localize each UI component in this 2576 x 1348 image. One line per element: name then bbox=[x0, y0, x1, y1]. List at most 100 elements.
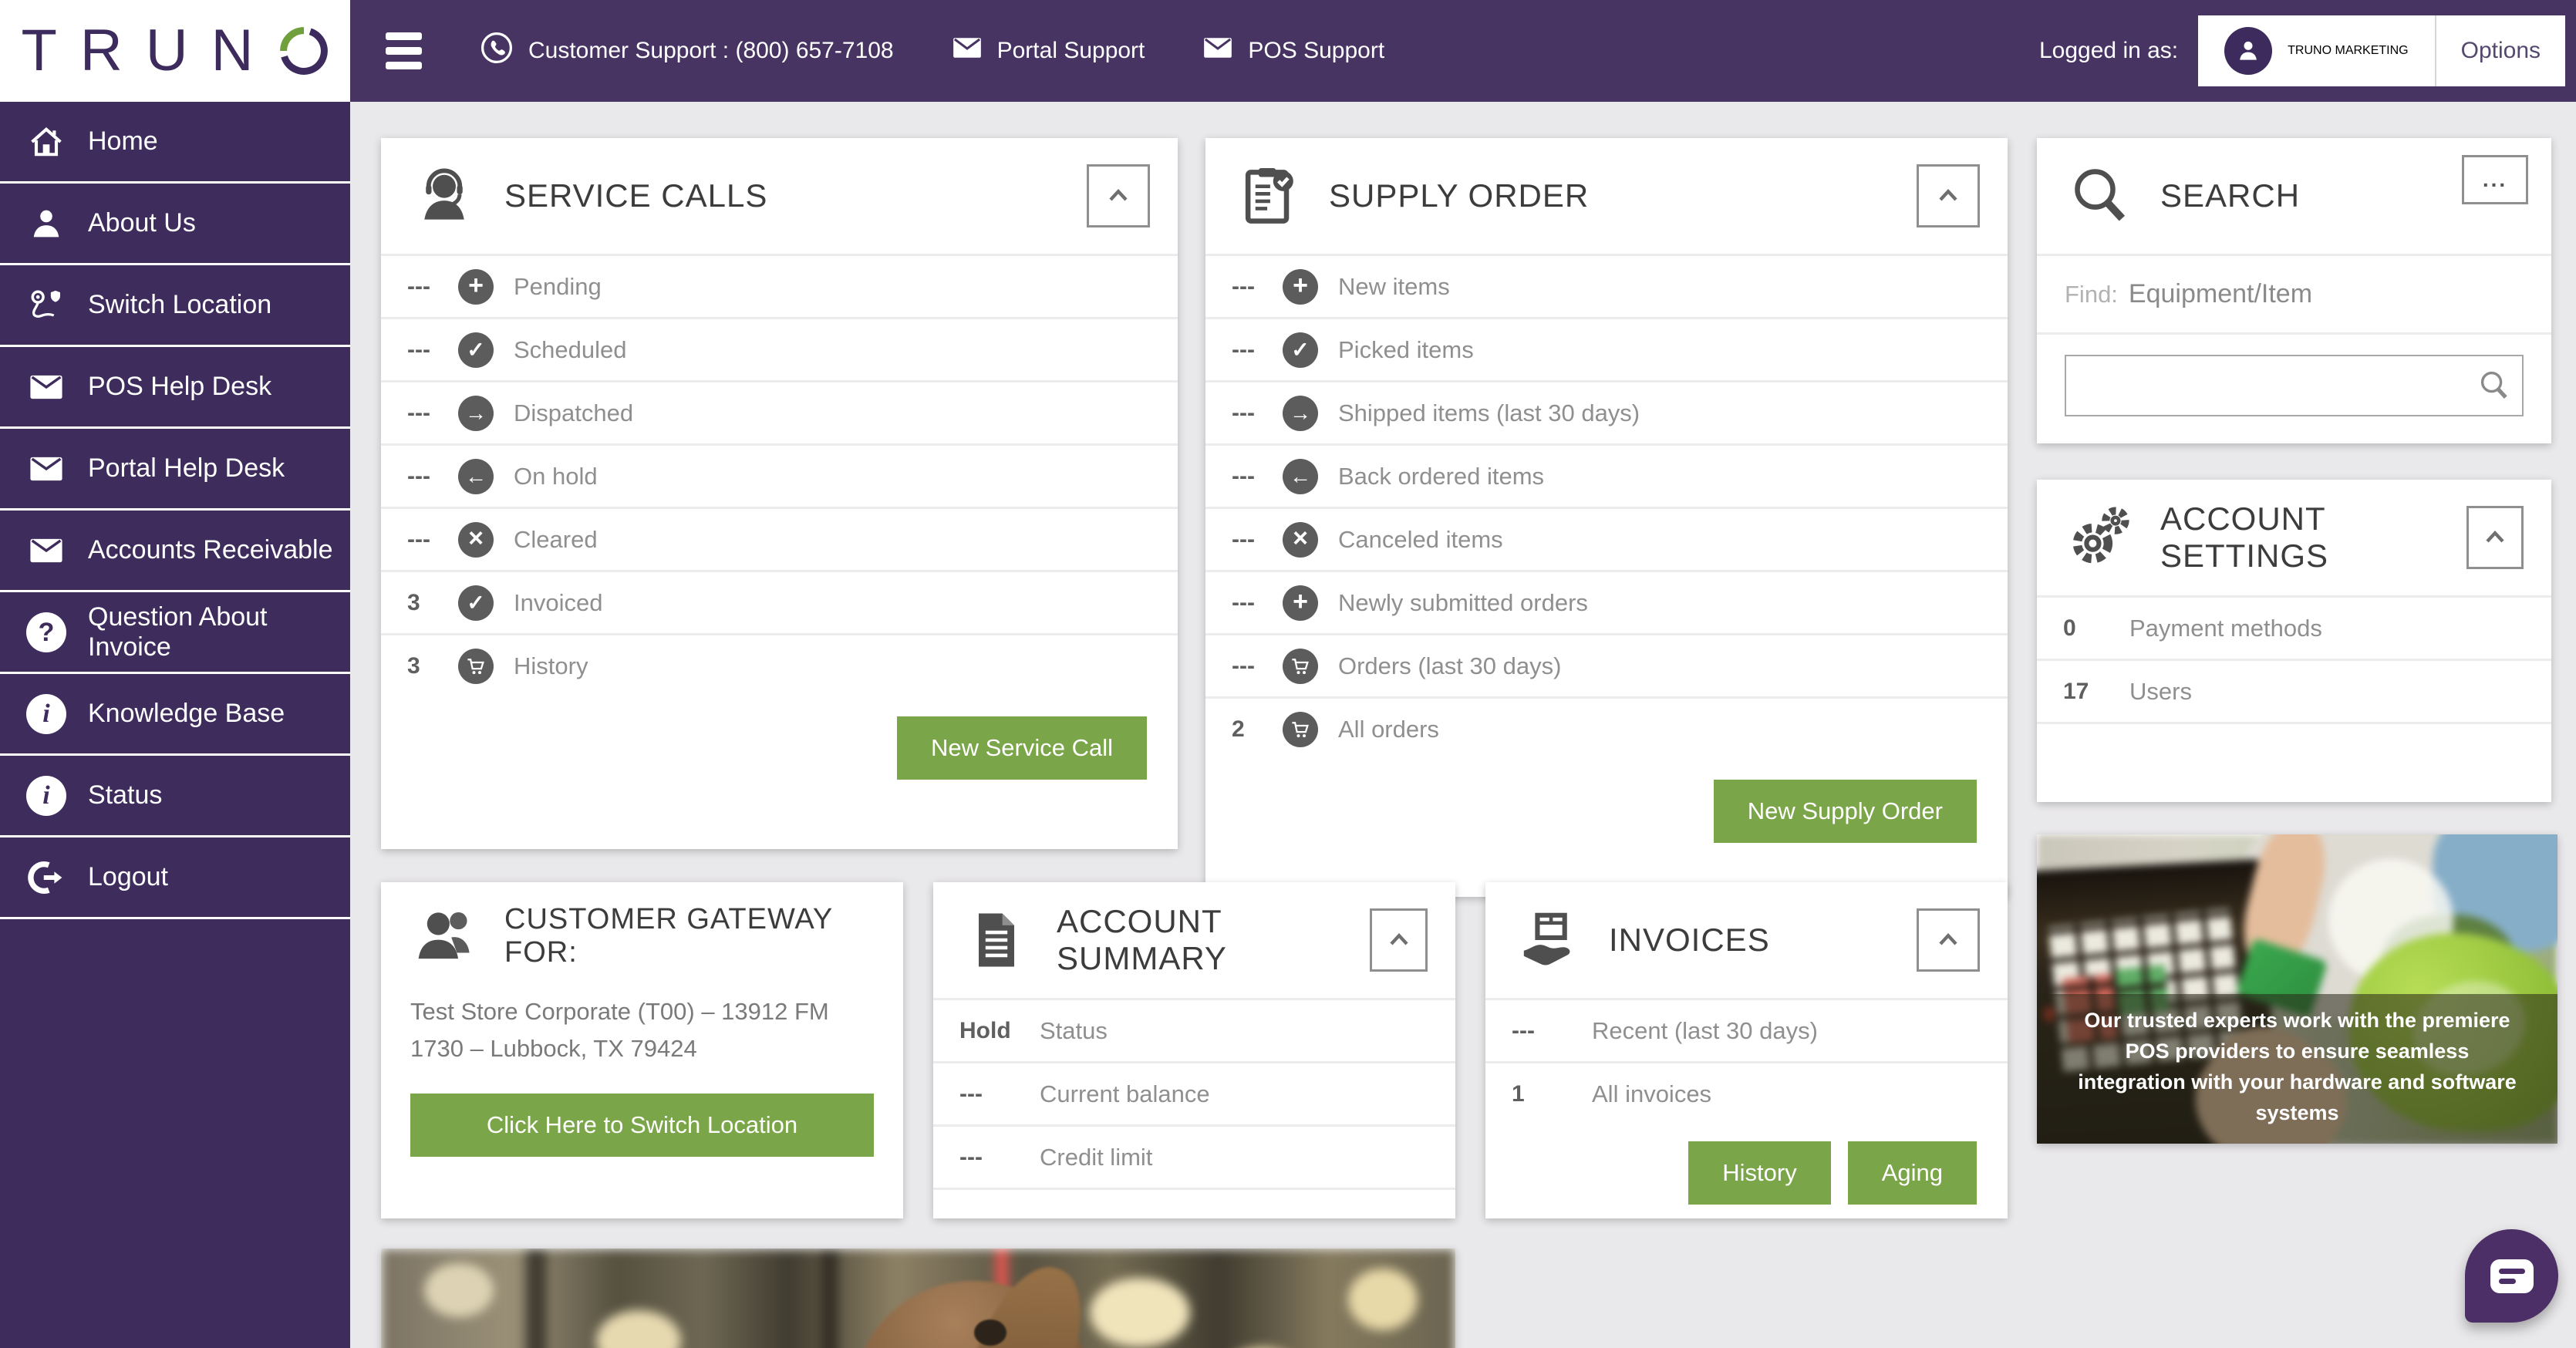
row-label[interactable]: Dispatched bbox=[514, 399, 634, 426]
panel-title: SEARCH bbox=[2160, 177, 2301, 214]
summary-row: --- Current balance bbox=[933, 1061, 1455, 1124]
search-input[interactable] bbox=[2065, 355, 2524, 416]
service-row: --- On hold bbox=[381, 443, 1178, 507]
sidebar-item-knowledge-base[interactable]: Knowledge Base bbox=[0, 674, 350, 756]
service-row: --- Dispatched bbox=[381, 380, 1178, 443]
sidebar-item-logout[interactable]: Logout bbox=[0, 837, 350, 919]
row-label[interactable]: Canceled items bbox=[1338, 525, 1503, 553]
info-icon bbox=[26, 693, 66, 734]
pos-promo-image: Our trusted experts work with the premie… bbox=[2037, 834, 2557, 1144]
pos-support-link[interactable]: POS Support bbox=[1202, 35, 1384, 67]
sidebar-item-label: Logout bbox=[88, 862, 168, 891]
row-label[interactable]: Pending bbox=[514, 272, 602, 300]
sidebar-item-about-us[interactable]: About Us bbox=[0, 184, 350, 265]
row-label[interactable]: Status bbox=[1040, 1016, 1108, 1044]
row-count: --- bbox=[1232, 589, 1255, 615]
service-row: 3 Invoiced bbox=[381, 570, 1178, 633]
logout-icon bbox=[26, 858, 66, 898]
row-count: --- bbox=[959, 1080, 983, 1107]
switch-location-button[interactable]: Click Here to Switch Location bbox=[410, 1094, 874, 1157]
collapse-button[interactable] bbox=[1917, 164, 1980, 227]
x-icon bbox=[1283, 521, 1318, 558]
row-label[interactable]: All orders bbox=[1338, 715, 1439, 743]
sidebar-item-label: Knowledge Base bbox=[88, 699, 285, 728]
sidebar-item-question-about-invoice[interactable]: Question About Invoice bbox=[0, 592, 350, 674]
sidebar-item-label: Portal Help Desk bbox=[88, 453, 285, 483]
search-panel: SEARCH ... Find: Equipment/Item bbox=[2037, 138, 2551, 443]
sidebar-item-home[interactable]: Home bbox=[0, 102, 350, 184]
account-menu-button[interactable]: TRUNO MARKETING bbox=[2198, 15, 2435, 86]
service-row: --- Cleared bbox=[381, 507, 1178, 570]
settings-row: 0 Payment methods bbox=[2037, 595, 2551, 659]
decor bbox=[423, 1263, 494, 1318]
decor bbox=[1347, 1268, 1418, 1330]
row-label[interactable]: All invoices bbox=[1592, 1080, 1712, 1107]
row-label[interactable]: Invoiced bbox=[514, 588, 603, 616]
collapse-button[interactable] bbox=[1087, 164, 1150, 227]
row-label[interactable]: Back ordered items bbox=[1338, 462, 1545, 490]
collapse-button[interactable] bbox=[1917, 908, 1980, 972]
panel-title: SERVICE CALLS bbox=[504, 177, 768, 214]
check-icon bbox=[458, 585, 494, 621]
new-service-call-button[interactable]: New Service Call bbox=[896, 716, 1147, 780]
row-label[interactable]: Credit limit bbox=[1040, 1143, 1153, 1171]
cart-icon bbox=[458, 648, 494, 684]
row-label[interactable]: New items bbox=[1338, 272, 1450, 300]
account-name: TRUNO MARKETING bbox=[2288, 44, 2409, 57]
row-label[interactable]: Users bbox=[2129, 677, 2192, 705]
customer-support-phone[interactable]: Customer Support : (800) 657-7108 bbox=[479, 30, 894, 72]
portal-support-link[interactable]: Portal Support bbox=[951, 35, 1145, 67]
chat-widget-button[interactable] bbox=[2465, 1229, 2558, 1323]
supply-row: --- New items bbox=[1205, 254, 2008, 317]
collapse-button[interactable] bbox=[2466, 506, 2524, 569]
arrow-left-icon bbox=[458, 458, 494, 494]
invoice-row: --- Recent (last 30 days) bbox=[1485, 998, 2008, 1061]
search-icon bbox=[2065, 160, 2136, 231]
row-count: --- bbox=[407, 526, 430, 552]
plus-icon bbox=[458, 268, 494, 305]
row-label[interactable]: History bbox=[514, 652, 588, 679]
settings-row: 17 Users bbox=[2037, 659, 2551, 722]
sidebar-item-label: About Us bbox=[88, 208, 196, 238]
row-label[interactable]: Orders (last 30 days) bbox=[1338, 652, 1562, 679]
sidebar-item-switch-location[interactable]: Switch Location bbox=[0, 265, 350, 347]
find-label: Find: bbox=[2065, 280, 2118, 308]
sidebar-item-pos-help-desk[interactable]: POS Help Desk bbox=[0, 347, 350, 429]
row-count: --- bbox=[1232, 526, 1255, 552]
sidebar-item-status[interactable]: Status bbox=[0, 756, 350, 837]
row-count: 1 bbox=[1512, 1080, 1525, 1107]
collapse-button[interactable] bbox=[1370, 908, 1428, 972]
aging-button[interactable]: Aging bbox=[1847, 1141, 1977, 1205]
new-supply-order-button[interactable]: New Supply Order bbox=[1713, 780, 1977, 843]
find-category[interactable]: Equipment/Item bbox=[2128, 279, 2313, 308]
row-count: --- bbox=[1232, 273, 1255, 299]
options-button[interactable]: Options bbox=[2434, 15, 2565, 86]
row-label[interactable]: Cleared bbox=[514, 525, 598, 553]
hamburger-menu-icon[interactable] bbox=[386, 32, 422, 69]
search-submit-icon[interactable] bbox=[2476, 367, 2513, 404]
row-label[interactable]: Newly submitted orders bbox=[1338, 588, 1588, 616]
row-label[interactable]: Current balance bbox=[1040, 1080, 1210, 1107]
sidebar-item-portal-help-desk[interactable]: Portal Help Desk bbox=[0, 429, 350, 511]
envelope-icon bbox=[26, 531, 66, 571]
supply-row: --- Picked items bbox=[1205, 317, 2008, 380]
panel-menu-button[interactable]: ... bbox=[2462, 155, 2528, 204]
row-label[interactable]: Picked items bbox=[1338, 335, 1474, 363]
person-icon bbox=[26, 204, 66, 244]
row-label[interactable]: Shipped items (last 30 days) bbox=[1338, 399, 1640, 426]
service-calls-panel: SERVICE CALLS --- Pending --- Scheduled … bbox=[381, 138, 1178, 849]
row-label[interactable]: Scheduled bbox=[514, 335, 627, 363]
row-label[interactable]: Recent (last 30 days) bbox=[1592, 1016, 1818, 1044]
cart-icon bbox=[1283, 711, 1318, 747]
row-label[interactable]: On hold bbox=[514, 462, 598, 490]
customer-gateway-panel: CUSTOMER GATEWAY FOR: Test Store Corpora… bbox=[381, 882, 903, 1218]
history-button[interactable]: History bbox=[1688, 1141, 1831, 1205]
search-input-row bbox=[2037, 332, 2551, 416]
decor bbox=[1090, 1278, 1191, 1348]
logo-o-icon bbox=[279, 27, 328, 75]
store-photo-image bbox=[381, 1249, 1455, 1348]
sidebar-item-accounts-receivable[interactable]: Accounts Receivable bbox=[0, 511, 350, 592]
arrow-right-icon bbox=[1283, 395, 1318, 431]
row-label[interactable]: Payment methods bbox=[2129, 614, 2322, 642]
